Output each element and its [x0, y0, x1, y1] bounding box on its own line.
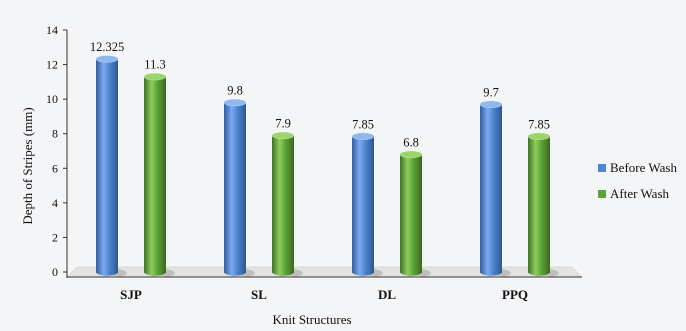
bar-top — [399, 150, 423, 159]
data-label: 12.325 — [90, 40, 124, 54]
y-axis-label: Depth of Stripes (mm) — [20, 107, 35, 224]
data-label: 11.3 — [144, 58, 165, 72]
bar-before-wash-sjp — [96, 58, 118, 273]
legend-swatch-before-wash — [598, 164, 606, 172]
y-tick-label: 2 — [52, 230, 58, 244]
legend-item-after-wash: After Wash — [598, 186, 669, 202]
bar-after-wash-sjp — [144, 76, 166, 273]
bar-base — [400, 268, 422, 276]
legend-label-before-wash: Before Wash — [610, 160, 677, 175]
bar-before-wash-ppq — [480, 104, 502, 272]
x-tick-label: SJP — [120, 287, 142, 302]
x-tick-label: SL — [251, 287, 267, 302]
bar-before-wash-dl — [352, 136, 374, 272]
legend-swatch-after-wash — [598, 190, 606, 198]
data-label: 9.8 — [227, 84, 243, 98]
y-tick-label: 10 — [46, 92, 58, 106]
y-tick-label: 6 — [52, 161, 58, 175]
bar-before-wash-sl — [224, 102, 246, 272]
data-label: 9.7 — [483, 85, 499, 99]
y-tick-label: 12 — [46, 58, 58, 72]
bar-base — [528, 268, 550, 276]
x-axis-label: Knit Structures — [272, 312, 351, 327]
bar-base — [144, 268, 166, 276]
bar-top — [351, 132, 375, 141]
bar-base — [224, 268, 246, 276]
y-tick-label: 14 — [46, 23, 58, 37]
data-label: 6.8 — [403, 135, 419, 149]
bar-top — [95, 55, 119, 63]
legend-item-before-wash: Before Wash — [598, 160, 677, 176]
data-label: 7.9 — [275, 116, 291, 130]
x-tick-label: PPQ — [502, 287, 528, 302]
bar-base — [352, 268, 374, 276]
data-label: 7.85 — [352, 117, 374, 131]
bar-top — [143, 72, 167, 81]
bar-top — [271, 131, 295, 140]
bar-top — [527, 132, 551, 141]
y-tick-label: 0 — [52, 265, 58, 279]
bar-top — [479, 100, 503, 109]
x-tick-label: DL — [378, 287, 396, 302]
bar-after-wash-sl — [272, 135, 294, 272]
y-tick-label: 8 — [52, 127, 58, 141]
bar-after-wash-ppq — [528, 136, 550, 272]
legend-label-after-wash: After Wash — [610, 186, 670, 201]
y-tick-label: 4 — [52, 196, 58, 210]
bar-after-wash-dl — [400, 154, 422, 272]
data-label: 7.85 — [528, 117, 550, 131]
bar-base — [480, 268, 502, 276]
bar-base — [96, 268, 118, 276]
bar-top — [223, 98, 247, 107]
bar-base — [272, 268, 294, 276]
